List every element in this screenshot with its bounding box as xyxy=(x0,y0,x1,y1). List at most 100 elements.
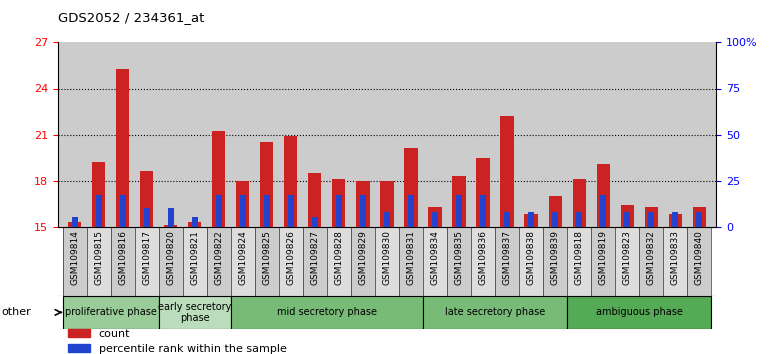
Text: GSM109827: GSM109827 xyxy=(310,230,320,285)
Bar xyxy=(284,136,297,227)
Bar xyxy=(567,227,591,296)
Bar xyxy=(212,131,226,227)
Text: other: other xyxy=(2,307,32,318)
Bar xyxy=(62,296,159,329)
Bar xyxy=(500,116,514,227)
Bar xyxy=(380,181,393,227)
Bar xyxy=(519,227,543,296)
Bar xyxy=(471,227,495,296)
Bar xyxy=(279,227,303,296)
Bar xyxy=(644,207,658,227)
Text: GSM109824: GSM109824 xyxy=(238,230,247,285)
Text: GSM109825: GSM109825 xyxy=(263,230,271,285)
Text: GSM109815: GSM109815 xyxy=(94,230,103,285)
Text: GSM109836: GSM109836 xyxy=(478,230,487,285)
Bar xyxy=(336,195,342,227)
Bar xyxy=(548,196,562,227)
Bar xyxy=(182,227,206,296)
Bar xyxy=(399,227,423,296)
Bar xyxy=(264,195,270,227)
Bar xyxy=(432,212,438,227)
Bar xyxy=(111,227,135,296)
Text: late secretory phase: late secretory phase xyxy=(445,307,545,318)
Text: GSM109838: GSM109838 xyxy=(527,230,536,285)
Bar xyxy=(308,173,321,227)
Bar xyxy=(648,212,654,227)
Text: GSM109834: GSM109834 xyxy=(430,230,440,285)
Text: GDS2052 / 234361_at: GDS2052 / 234361_at xyxy=(58,11,204,24)
Text: proliferative phase: proliferative phase xyxy=(65,307,156,318)
Bar xyxy=(192,217,198,227)
Text: GSM109831: GSM109831 xyxy=(407,230,416,285)
Bar xyxy=(288,195,294,227)
Bar xyxy=(428,207,441,227)
Legend: count, percentile rank within the sample: count, percentile rank within the sample xyxy=(63,324,291,354)
Bar xyxy=(597,164,610,227)
Bar xyxy=(168,208,174,227)
Bar xyxy=(95,195,102,227)
Bar xyxy=(672,212,678,227)
Bar xyxy=(206,227,231,296)
Bar xyxy=(576,212,582,227)
Bar xyxy=(663,227,688,296)
Bar xyxy=(164,225,177,227)
Bar xyxy=(326,227,351,296)
Text: GSM109832: GSM109832 xyxy=(647,230,656,285)
Text: GSM109816: GSM109816 xyxy=(118,230,127,285)
Bar xyxy=(140,171,153,227)
Bar xyxy=(239,195,246,227)
Text: GSM109833: GSM109833 xyxy=(671,230,680,285)
Bar xyxy=(135,227,159,296)
Bar xyxy=(495,227,519,296)
Bar xyxy=(144,208,149,227)
Bar xyxy=(119,195,126,227)
Bar xyxy=(86,227,111,296)
Bar xyxy=(375,227,399,296)
Text: GSM109817: GSM109817 xyxy=(142,230,151,285)
Bar xyxy=(231,296,423,329)
Text: GSM109820: GSM109820 xyxy=(166,230,176,285)
Text: GSM109840: GSM109840 xyxy=(695,230,704,285)
Text: GSM109828: GSM109828 xyxy=(334,230,343,285)
Bar xyxy=(351,227,375,296)
Bar xyxy=(688,227,711,296)
Text: GSM109814: GSM109814 xyxy=(70,230,79,285)
Text: early secretory
phase: early secretory phase xyxy=(158,302,232,323)
Bar xyxy=(360,195,366,227)
Bar xyxy=(92,162,105,227)
Text: GSM109819: GSM109819 xyxy=(598,230,608,285)
Text: GSM109822: GSM109822 xyxy=(214,230,223,285)
Bar xyxy=(639,227,663,296)
Bar xyxy=(543,227,567,296)
Text: GSM109818: GSM109818 xyxy=(574,230,584,285)
Bar xyxy=(357,181,370,227)
Bar xyxy=(404,148,417,227)
Bar xyxy=(384,212,390,227)
Bar xyxy=(480,195,486,227)
Bar xyxy=(255,227,279,296)
Bar xyxy=(72,217,78,227)
Bar xyxy=(216,195,222,227)
Bar xyxy=(668,214,682,227)
Text: GSM109829: GSM109829 xyxy=(358,230,367,285)
Bar xyxy=(567,296,711,329)
Bar xyxy=(552,212,558,227)
Bar xyxy=(116,69,129,227)
Bar xyxy=(621,205,634,227)
Bar xyxy=(333,179,346,227)
Bar xyxy=(524,214,537,227)
Bar xyxy=(600,195,606,227)
Text: GSM109821: GSM109821 xyxy=(190,230,199,285)
Bar xyxy=(456,195,462,227)
Text: GSM109839: GSM109839 xyxy=(551,230,560,285)
Bar xyxy=(477,158,490,227)
Bar xyxy=(693,207,706,227)
Bar xyxy=(236,181,249,227)
Bar xyxy=(615,227,639,296)
Bar xyxy=(231,227,255,296)
Text: ambiguous phase: ambiguous phase xyxy=(596,307,683,318)
Bar xyxy=(312,217,318,227)
Bar xyxy=(591,227,615,296)
Text: GSM109835: GSM109835 xyxy=(454,230,464,285)
Bar xyxy=(159,227,182,296)
